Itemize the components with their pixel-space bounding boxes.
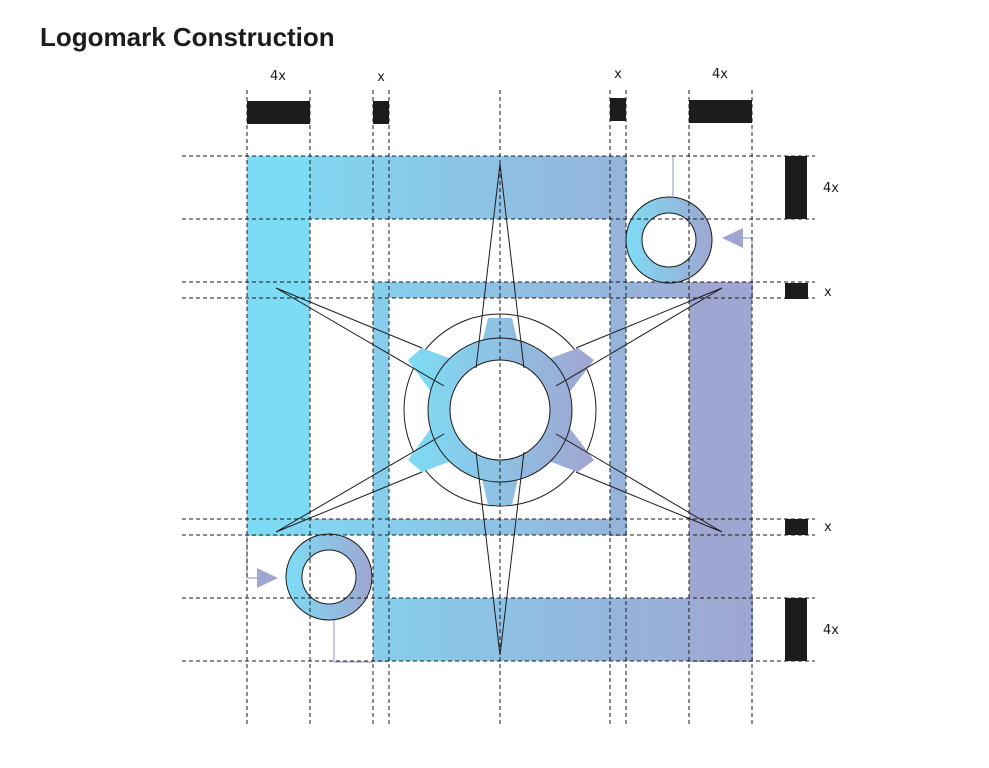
label-right-4x-top: 4x xyxy=(823,181,839,196)
label-right-4x-bottom: 4x xyxy=(823,623,839,638)
label-top-x-right: x xyxy=(614,67,622,82)
label-right-x-upper: x xyxy=(824,285,832,300)
top-bar xyxy=(247,156,627,219)
arrow-pointer-left-ring xyxy=(246,535,278,588)
central-emblem xyxy=(275,163,723,656)
page-title: Logomark Construction xyxy=(40,22,335,52)
measure-block-x-right xyxy=(610,98,626,121)
measure-block-4x-top xyxy=(785,156,807,219)
label-top-x-left: x xyxy=(377,70,385,85)
measure-block-4x-bottom xyxy=(785,598,807,661)
arrow-pointer-right-ring xyxy=(722,228,753,282)
measure-block-4x-left xyxy=(247,101,310,124)
label-top-4x-right: 4x xyxy=(712,67,728,82)
measure-block-x-left xyxy=(373,101,389,124)
label-top-4x-left: 4x xyxy=(270,69,286,84)
measure-block-x-lower xyxy=(785,519,808,535)
bottom-bar xyxy=(373,598,753,661)
left-bar xyxy=(247,156,310,536)
right-measure-blocks xyxy=(785,156,808,661)
measure-block-x-upper xyxy=(785,283,808,299)
emblem-inner-hole xyxy=(449,359,551,461)
top-measure-blocks xyxy=(247,98,752,124)
construction-guides xyxy=(182,90,815,725)
label-right-x-lower: x xyxy=(824,520,832,535)
measure-block-4x-right xyxy=(689,100,752,123)
